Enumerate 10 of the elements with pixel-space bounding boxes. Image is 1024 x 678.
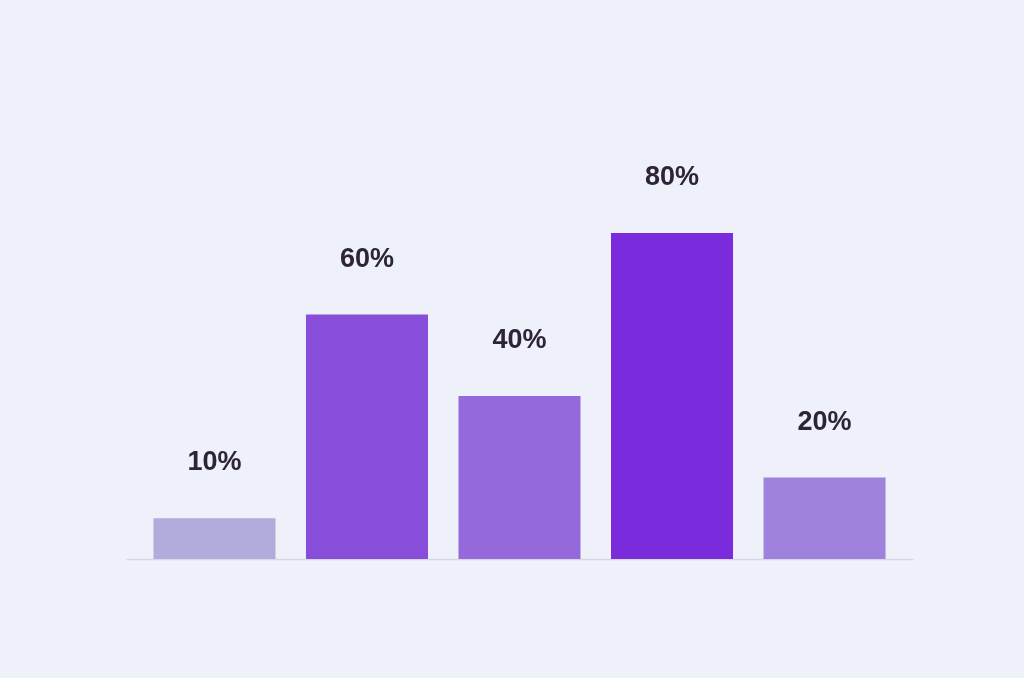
bar: [611, 233, 734, 559]
data-label: 80%: [645, 161, 700, 191]
data-label: 20%: [797, 405, 852, 436]
bar: [458, 396, 581, 559]
data-label: 40%: [492, 324, 547, 354]
bar: [763, 477, 886, 559]
data-label: 60%: [339, 242, 394, 273]
bar: [153, 518, 276, 559]
bar: [305, 314, 428, 559]
data-label: 10%: [187, 446, 242, 477]
